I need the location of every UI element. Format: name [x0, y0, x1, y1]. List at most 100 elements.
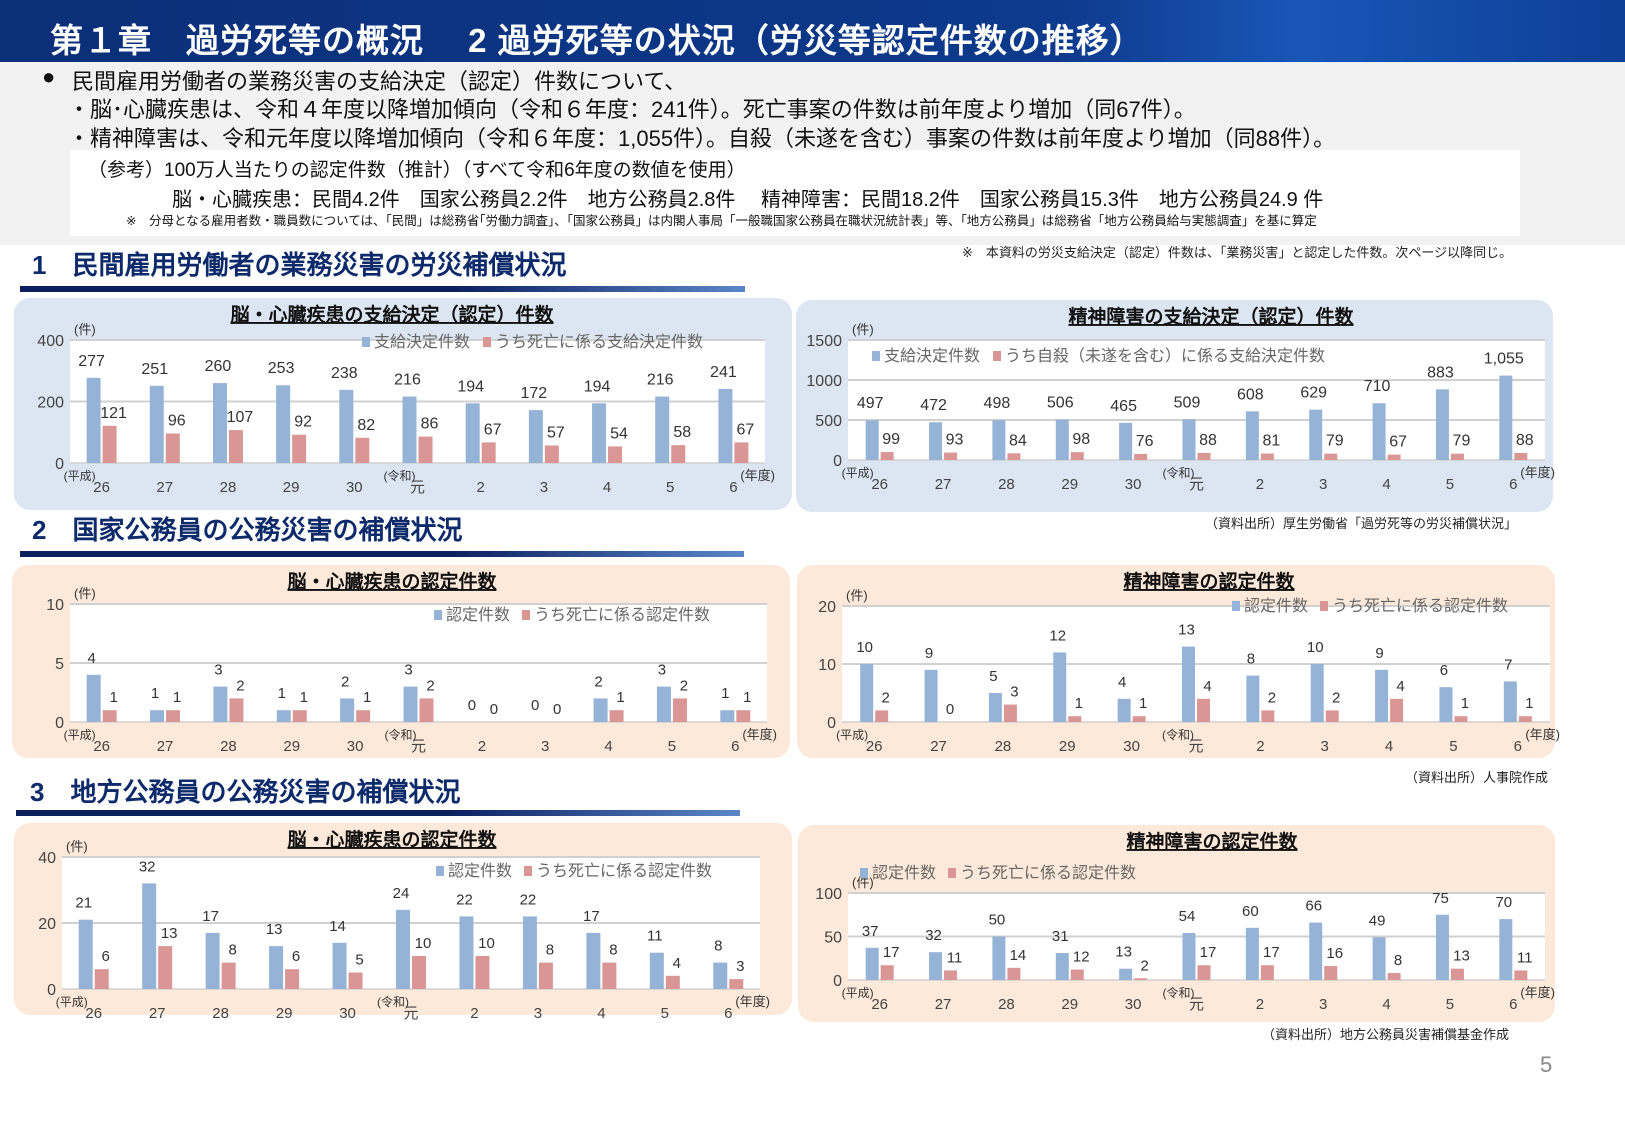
era-label-heisei: (平成)	[836, 728, 868, 742]
data-label: 37	[862, 923, 879, 940]
x-tick-label: 5	[661, 1005, 669, 1022]
bar-primary	[713, 962, 728, 989]
y-tick-label: 10	[818, 657, 836, 674]
bar-secondary	[481, 442, 496, 463]
x-unit-label: (年度)	[1520, 985, 1555, 1000]
x-tick-label: 28	[220, 479, 237, 496]
bar-primary	[528, 410, 543, 463]
era-label-reiwa: (令和)	[1163, 465, 1195, 480]
x-tick-label: 26	[93, 479, 110, 496]
y-unit-label: (件)	[852, 322, 874, 337]
data-label: 54	[1179, 908, 1196, 925]
bar-secondary	[355, 437, 370, 463]
data-label: 172	[521, 385, 548, 402]
data-label: 8	[609, 942, 617, 959]
bar-secondary	[1134, 978, 1148, 980]
data-label: 12	[1073, 949, 1090, 966]
data-label: 54	[610, 425, 628, 442]
data-label: 93	[946, 432, 964, 449]
era-label-heisei: (平成)	[842, 466, 874, 480]
x-tick-label: 元	[1188, 738, 1203, 755]
data-label: 6	[1440, 662, 1448, 679]
bar-primary	[1309, 922, 1323, 980]
data-label: 66	[1305, 898, 1322, 915]
x-tick-label: 26	[93, 738, 110, 755]
bar-primary	[149, 385, 164, 463]
data-label: 67	[1389, 434, 1407, 451]
bar-primary	[593, 698, 608, 722]
legend-swatch	[948, 868, 956, 878]
x-tick-label: 28	[212, 1005, 229, 1022]
data-label: 4	[1118, 674, 1126, 691]
legend-swatch	[1232, 601, 1240, 611]
x-tick-label: 30	[1125, 476, 1142, 493]
x-tick-label: 28	[998, 476, 1015, 493]
bar-primary	[1182, 419, 1196, 460]
data-label: 5	[989, 668, 997, 685]
data-label: 3	[404, 662, 412, 679]
data-label: 22	[520, 891, 537, 908]
data-label: 79	[1326, 433, 1344, 450]
legend-swatch	[872, 351, 880, 361]
data-label: 0	[468, 697, 476, 714]
data-label: 16	[1326, 945, 1343, 962]
data-label: 13	[266, 921, 283, 938]
data-label: 11	[1517, 949, 1533, 966]
bar-primary	[1055, 953, 1069, 980]
legend-label: 認定件数	[448, 862, 512, 880]
data-label: 241	[710, 364, 737, 381]
bar-secondary	[1197, 452, 1211, 460]
data-label: 14	[329, 918, 346, 935]
x-tick-label: 26	[871, 996, 888, 1013]
y-unit-label: (件)	[66, 839, 88, 854]
y-tick-label: 0	[47, 982, 56, 999]
bar-primary	[988, 693, 1002, 722]
bar-secondary	[880, 965, 894, 980]
data-label: 82	[357, 417, 375, 434]
bar-secondary	[1450, 453, 1464, 460]
legend-label: 支給決定件数	[884, 347, 980, 365]
y-tick-label: 500	[815, 413, 842, 430]
bar-secondary	[1003, 704, 1017, 722]
y-tick-label: 400	[37, 333, 64, 350]
data-label: 3	[658, 662, 666, 679]
chart-panel: 脳・心臓疾患の認定件数 0 5 10 (件) 4 1 3 1 2 3 0 0 2 3 1 1 1 2 1 1 2 0 0 1 2 1…	[12, 565, 790, 758]
source-note: （資料出所）厚生労働省「過労死等の労災補償状況」	[1205, 516, 1518, 531]
data-label: 253	[268, 360, 295, 377]
bar-primary	[86, 377, 101, 463]
x-tick-label: 3	[1319, 476, 1327, 493]
x-tick-label: 4	[1382, 476, 1390, 493]
legend-label: うち死亡に係る支給決定件数	[495, 333, 703, 351]
data-label: 238	[331, 365, 358, 382]
data-label: 1	[278, 685, 286, 702]
data-label: 2	[594, 673, 602, 690]
x-tick-label: 5	[1446, 476, 1454, 493]
x-tick-label: 元	[411, 738, 426, 755]
x-tick-label: 4	[1385, 738, 1393, 755]
bar-secondary	[158, 946, 173, 989]
x-unit-label: (年度)	[1525, 727, 1560, 742]
bar-primary	[718, 388, 733, 463]
data-label: 84	[1009, 432, 1027, 449]
legend-swatch	[483, 337, 491, 347]
x-tick-label: 2	[1256, 476, 1264, 493]
y-tick-label: 0	[55, 715, 64, 732]
x-tick-label: 3	[1319, 996, 1327, 1013]
data-label: 0	[946, 701, 954, 718]
legend-label: うち自殺（未遂を含む）に係る支給決定件数	[1005, 347, 1325, 365]
data-label: 17	[1200, 944, 1217, 961]
legend-swatch	[362, 337, 370, 347]
bar-secondary	[1324, 966, 1338, 980]
data-label: 70	[1495, 894, 1512, 911]
bar-secondary	[1197, 698, 1210, 722]
bar-secondary	[1518, 716, 1532, 722]
bar-secondary	[736, 710, 751, 722]
section-heading-3: 3 地方公務員の公務災害の補償状況	[30, 777, 461, 807]
bar-secondary	[1197, 965, 1211, 980]
x-tick-label: 6	[1509, 996, 1517, 1013]
data-label: 1	[110, 689, 118, 706]
data-label: 8	[1394, 952, 1402, 969]
data-label: 32	[139, 858, 156, 875]
bar-secondary	[1132, 716, 1146, 722]
